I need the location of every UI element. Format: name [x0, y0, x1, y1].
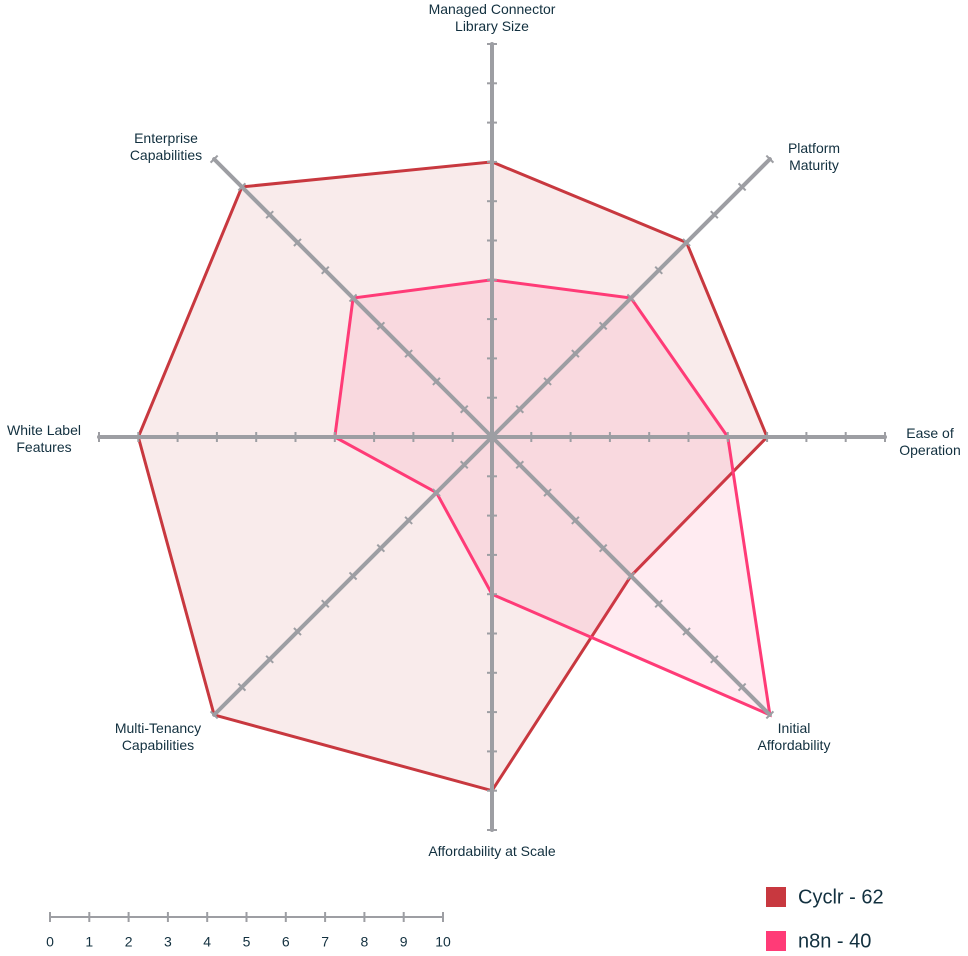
tick-mark [321, 266, 330, 275]
scale-label: 2 [125, 934, 133, 950]
axis-label-line: Initial [778, 720, 811, 736]
scale-label: 0 [46, 934, 54, 950]
scale-label: 3 [164, 934, 172, 950]
tick-mark [515, 404, 525, 414]
tick-mark [432, 377, 441, 386]
axis-label-line: Platform [788, 140, 840, 156]
tick-mark [321, 599, 330, 608]
tick-mark [293, 627, 302, 636]
tick-mark [654, 599, 663, 608]
scale-label: 10 [435, 934, 451, 950]
tick-mark [209, 710, 219, 720]
legend-swatch [766, 887, 786, 907]
axis-label-line: Affordability at Scale [428, 843, 556, 859]
tick-mark [598, 321, 608, 331]
scale-label: 7 [321, 934, 329, 950]
tick-mark [543, 488, 552, 497]
tick-mark [571, 349, 580, 358]
tick-mark [710, 210, 719, 219]
scale-label: 6 [282, 934, 290, 950]
axis-label-line: Managed Connector [429, 1, 556, 17]
scale-label: 8 [361, 934, 369, 950]
tick-mark [710, 655, 719, 664]
tick-mark [293, 238, 302, 247]
axis-label: Ease of Operation [899, 425, 960, 458]
scale-label: 5 [243, 934, 251, 950]
tick-mark [265, 210, 274, 219]
legend-swatch [766, 931, 786, 951]
axis-label: Enterprise Capabilities [130, 130, 202, 163]
axis-label-line: Affordability [758, 737, 831, 753]
tick-mark [515, 460, 525, 470]
tick-mark [348, 571, 358, 581]
axis-label: Managed Connector Library Size [429, 1, 556, 34]
axis-label-line: Ease of [906, 425, 954, 441]
axis-label: Affordability at Scale [428, 843, 556, 859]
legend-label: n8n - 40 [798, 930, 871, 952]
tick-mark [459, 460, 469, 470]
tick-mark [459, 404, 469, 414]
tick-mark [404, 349, 413, 358]
axis-label-line: Multi-Tenancy [115, 720, 201, 736]
tick-mark [404, 516, 413, 525]
axis-label-line: Maturity [789, 157, 839, 173]
scale-label: 4 [203, 934, 211, 950]
tick-mark [237, 182, 247, 192]
tick-mark [765, 154, 775, 164]
axis-label-line: Capabilities [122, 737, 194, 753]
axis-label-line: White Label [7, 422, 81, 438]
axis-label: Platform Maturity [788, 140, 840, 173]
axis-label-line: Operation [899, 442, 960, 458]
axis-label: Initial Affordability [758, 720, 831, 753]
axis-label: White Label Features [7, 422, 81, 455]
tick-mark [237, 682, 247, 692]
axis-label: Multi-Tenancy Capabilities [115, 720, 201, 753]
tick-mark [765, 710, 775, 720]
scale-label: 1 [85, 934, 93, 950]
axis-label-line: Capabilities [130, 147, 202, 163]
tick-mark [209, 154, 219, 164]
tick-mark [598, 543, 608, 553]
tick-mark [376, 321, 386, 331]
tick-mark [265, 655, 274, 664]
legend-label: Cyclr - 62 [798, 886, 884, 908]
axis-label-line: Enterprise [134, 130, 198, 146]
tick-mark [737, 182, 747, 192]
tick-mark [654, 266, 663, 275]
tick-mark [432, 488, 441, 497]
tick-mark [682, 238, 691, 247]
tick-mark [376, 543, 386, 553]
axis-label-line: Library Size [455, 18, 529, 34]
scale-label: 9 [400, 934, 408, 950]
tick-mark [626, 571, 636, 581]
tick-mark [737, 682, 747, 692]
tick-mark [682, 627, 691, 636]
tick-mark [571, 516, 580, 525]
tick-mark [543, 377, 552, 386]
axis-label-line: Features [16, 439, 71, 455]
tick-mark [348, 293, 358, 303]
tick-mark [626, 293, 636, 303]
